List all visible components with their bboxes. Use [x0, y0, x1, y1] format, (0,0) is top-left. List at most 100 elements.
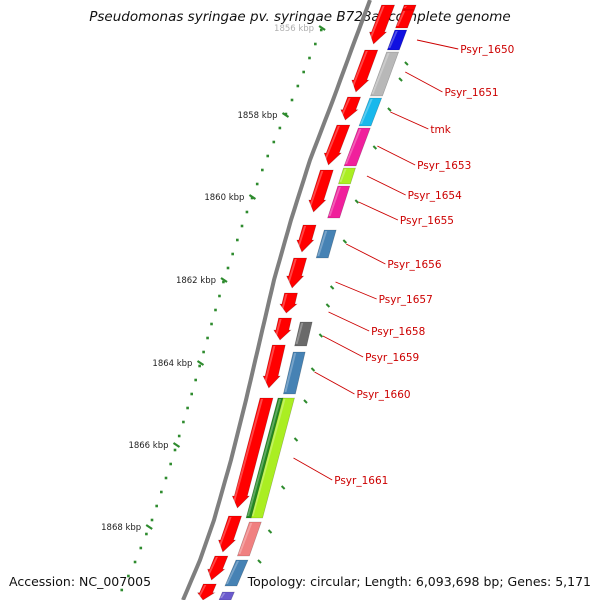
gene-feature-band: [245, 397, 284, 519]
label-leader: [390, 111, 429, 130]
feature-tick: [325, 303, 331, 308]
feature-tick: [398, 77, 403, 82]
gene-feature-band-highlight: [247, 399, 281, 516]
gene-feature: [315, 229, 337, 259]
gene-label: Psyr_1657: [379, 294, 433, 306]
guide-dot: [272, 140, 276, 144]
feature-tick: [404, 61, 409, 66]
gene-feature: [283, 351, 306, 395]
gene-label: tmk: [430, 124, 451, 136]
gene-feature: [236, 521, 262, 557]
tick-label: 1860 kbp: [204, 193, 244, 203]
cds-arrow-highlight: [206, 557, 218, 578]
cds-arrow: [351, 49, 379, 93]
cds-arrow: [296, 224, 317, 253]
gene-label: Psyr_1658: [371, 326, 425, 338]
guide-dot: [145, 532, 148, 536]
cds-arrow-highlight: [197, 585, 207, 598]
cds-arrow-highlight: [339, 98, 351, 118]
scale-tick: [196, 360, 205, 366]
cds-arrow: [207, 555, 229, 581]
dotted-guide: [120, 28, 323, 592]
guide-dot: [226, 266, 230, 270]
guide-dot: [206, 336, 209, 340]
genome-backbone: [181, 0, 372, 600]
cds-arrow-highlight: [350, 51, 368, 90]
guide-dot: [139, 546, 143, 550]
guide-dot: [127, 574, 130, 578]
label-leader: [335, 281, 377, 300]
guide-dot: [240, 224, 244, 228]
guide-dot: [169, 462, 172, 466]
gene-feature-highlight: [388, 31, 398, 48]
tick-label: 1866 kbp: [128, 441, 168, 451]
scale-tick: [145, 524, 153, 530]
cds-arrow-highlight: [231, 399, 263, 506]
feature-tick: [354, 199, 360, 204]
scale-tick: [220, 277, 228, 283]
guide-dot: [314, 42, 317, 46]
cds-arrow-highlight: [217, 517, 232, 550]
gene-feature: [224, 559, 249, 587]
guide-dot: [296, 84, 300, 88]
guide-dot: [218, 294, 221, 298]
cds-arrow: [273, 317, 292, 341]
guide-dot: [202, 350, 205, 354]
gene-label: Psyr_1654: [408, 190, 462, 202]
feature-tick: [303, 399, 308, 404]
inner-strand-features: [197, 4, 396, 600]
label-leader: [358, 201, 399, 221]
guide-dot: [186, 406, 189, 410]
guide-dot: [198, 364, 201, 368]
gene-feature-highlight: [371, 53, 390, 94]
guide-dot: [266, 154, 270, 158]
guide-dot: [261, 168, 264, 172]
label-leader: [314, 371, 355, 395]
label-leader: [377, 145, 416, 166]
accession-text: Accession: NC_007005: [9, 574, 152, 589]
guide-dot: [231, 252, 234, 256]
gene-label: Psyr_1655: [400, 215, 454, 227]
label-leader: [328, 311, 370, 332]
gene-feature-highlight: [396, 11, 406, 26]
gene-label: Psyr_1656: [387, 259, 441, 271]
guide-dot: [319, 28, 323, 32]
gene-feature: [327, 185, 351, 219]
guide-dot: [302, 70, 305, 74]
gene-label: Psyr_1650: [460, 44, 514, 56]
guide-dot: [164, 476, 168, 480]
gene-label: Psyr_1660: [356, 389, 410, 401]
guide-dot: [155, 504, 158, 508]
guide-dot: [160, 490, 163, 494]
tick-label: 1858 kbp: [237, 111, 277, 121]
scale-ticks: 1856 kbp 1858 kbp 1860 kbp 1862 kbp 1864 kbp…: [101, 24, 326, 533]
cds-arrow-highlight: [280, 294, 288, 311]
guide-dot: [173, 448, 177, 452]
feature-tick: [257, 559, 262, 564]
cds-arrow-highlight: [308, 171, 324, 210]
feature-tick: [280, 485, 286, 490]
gene-feature: [370, 51, 400, 97]
label-leader: [322, 335, 364, 358]
guide-dot: [182, 420, 185, 424]
cds-arrow-highlight: [322, 126, 340, 163]
cds-arrow-highlight: [296, 226, 307, 250]
gene-feature: [294, 321, 313, 347]
guide-dot: [210, 322, 213, 326]
tick-label: 1856 kbp: [274, 24, 314, 34]
cds-arrow: [369, 4, 396, 45]
guide-dot: [236, 238, 239, 242]
gene-feature-highlight: [403, 6, 408, 8]
gene-feature-highlight: [360, 99, 373, 124]
feature-tick: [329, 285, 335, 290]
feature-tick: [318, 333, 324, 338]
guide-dot: [133, 560, 137, 564]
label-leader: [405, 71, 443, 93]
gene-feature-highlight: [339, 169, 347, 182]
feature-tick: [310, 367, 316, 372]
gene-feature-highlight: [345, 129, 362, 164]
cds-arrow: [197, 583, 217, 600]
cds-arrow: [218, 515, 243, 553]
